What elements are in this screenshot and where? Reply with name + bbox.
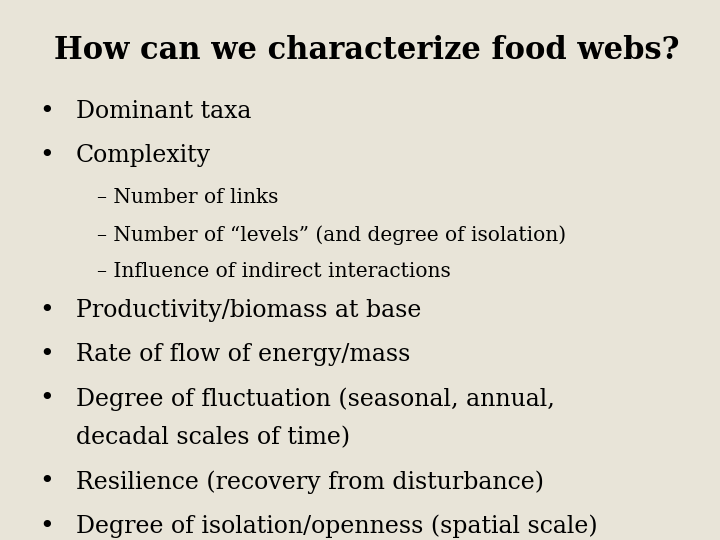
Text: – Influence of indirect interactions: – Influence of indirect interactions — [97, 262, 451, 281]
Text: •: • — [40, 515, 54, 538]
Text: Complexity: Complexity — [76, 144, 211, 167]
Text: – Number of links: – Number of links — [97, 188, 279, 207]
Text: Resilience (recovery from disturbance): Resilience (recovery from disturbance) — [76, 470, 544, 494]
Text: •: • — [40, 343, 54, 366]
Text: Degree of fluctuation (seasonal, annual,: Degree of fluctuation (seasonal, annual, — [76, 387, 554, 411]
Text: Productivity/biomass at base: Productivity/biomass at base — [76, 299, 421, 322]
Text: •: • — [40, 387, 54, 410]
Text: Dominant taxa: Dominant taxa — [76, 100, 251, 123]
Text: Rate of flow of energy/mass: Rate of flow of energy/mass — [76, 343, 410, 366]
Text: Degree of isolation/openness (spatial scale): Degree of isolation/openness (spatial sc… — [76, 515, 597, 538]
Text: How can we characterize food webs?: How can we characterize food webs? — [54, 35, 680, 66]
Text: •: • — [40, 299, 54, 322]
Text: •: • — [40, 144, 54, 167]
Text: •: • — [40, 100, 54, 123]
Text: •: • — [40, 470, 54, 494]
Text: decadal scales of time): decadal scales of time) — [76, 426, 350, 449]
Text: – Number of “levels” (and degree of isolation): – Number of “levels” (and degree of isol… — [97, 225, 567, 245]
